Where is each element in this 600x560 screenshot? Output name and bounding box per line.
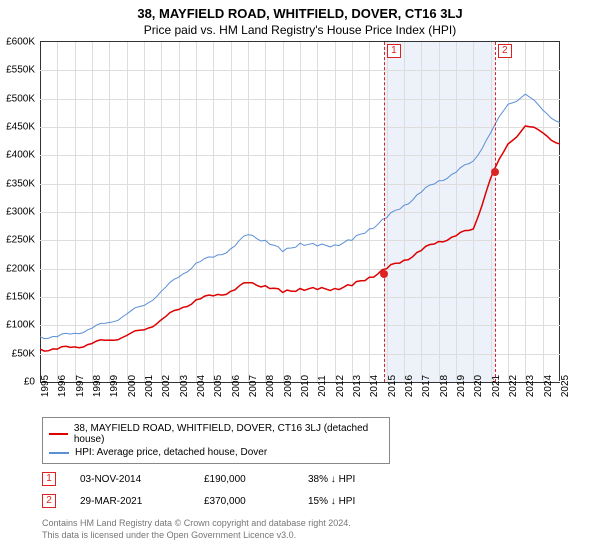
- footer-attribution: Contains HM Land Registry data © Crown c…: [42, 518, 590, 541]
- y-tick-label: £550K: [6, 65, 35, 76]
- transaction-row: 1 03-NOV-2014 £190,000 38% ↓ HPI: [42, 468, 600, 490]
- legend-swatch: [49, 452, 69, 454]
- marker-label-box: 1: [387, 44, 401, 58]
- chart-container: 38, MAYFIELD ROAD, WHITFIELD, DOVER, CT1…: [0, 0, 600, 560]
- y-tick-label: £250K: [6, 235, 35, 246]
- y-tick-label: £350K: [6, 178, 35, 189]
- transaction-number-box: 1: [42, 472, 56, 486]
- marker-label-box: 2: [498, 44, 512, 58]
- transaction-price: £370,000: [204, 496, 284, 507]
- series-line: [40, 94, 560, 339]
- transaction-number-box: 2: [42, 494, 56, 508]
- legend-row: 38, MAYFIELD ROAD, WHITFIELD, DOVER, CT1…: [49, 422, 383, 446]
- y-tick-label: £100K: [6, 320, 35, 331]
- y-tick-label: £0: [24, 377, 35, 388]
- marker-dot: [491, 168, 499, 176]
- marker-dot: [380, 270, 388, 278]
- legend-swatch: [49, 433, 68, 435]
- footer-line: This data is licensed under the Open Gov…: [42, 530, 590, 542]
- marker-vline: [384, 42, 385, 382]
- footer-line: Contains HM Land Registry data © Crown c…: [42, 518, 590, 530]
- transaction-hpi-diff: 38% ↓ HPI: [308, 474, 355, 485]
- y-tick-label: £50K: [12, 348, 35, 359]
- legend-label: 38, MAYFIELD ROAD, WHITFIELD, DOVER, CT1…: [74, 423, 383, 445]
- transaction-table: 1 03-NOV-2014 £190,000 38% ↓ HPI 2 29-MAR-202…: [42, 468, 600, 512]
- y-tick-label: £400K: [6, 150, 35, 161]
- y-tick-label: £150K: [6, 292, 35, 303]
- transaction-date: 29-MAR-2021: [80, 496, 180, 507]
- y-tick-label: £300K: [6, 207, 35, 218]
- series-line: [40, 126, 560, 351]
- legend: 38, MAYFIELD ROAD, WHITFIELD, DOVER, CT1…: [42, 417, 390, 464]
- plot-area: £0£50K£100K£150K£200K£250K£300K£350K£400…: [40, 41, 560, 381]
- legend-label: HPI: Average price, detached house, Dove…: [75, 447, 267, 458]
- chart-subtitle: Price paid vs. HM Land Registry's House …: [0, 21, 600, 41]
- transaction-hpi-diff: 15% ↓ HPI: [308, 496, 355, 507]
- y-tick-label: £500K: [6, 93, 35, 104]
- y-tick-label: £450K: [6, 122, 35, 133]
- transaction-date: 03-NOV-2014: [80, 474, 180, 485]
- legend-row: HPI: Average price, detached house, Dove…: [49, 446, 383, 459]
- chart-area: £0£50K£100K£150K£200K£250K£300K£350K£400…: [40, 41, 600, 411]
- chart-title: 38, MAYFIELD ROAD, WHITFIELD, DOVER, CT1…: [0, 0, 600, 21]
- transaction-price: £190,000: [204, 474, 284, 485]
- transaction-row: 2 29-MAR-2021 £370,000 15% ↓ HPI: [42, 490, 600, 512]
- y-tick-label: £600K: [6, 37, 35, 48]
- marker-vline: [495, 42, 496, 382]
- line-series-svg: [40, 42, 560, 382]
- x-tick-label: 2025: [560, 375, 571, 397]
- y-tick-label: £200K: [6, 263, 35, 274]
